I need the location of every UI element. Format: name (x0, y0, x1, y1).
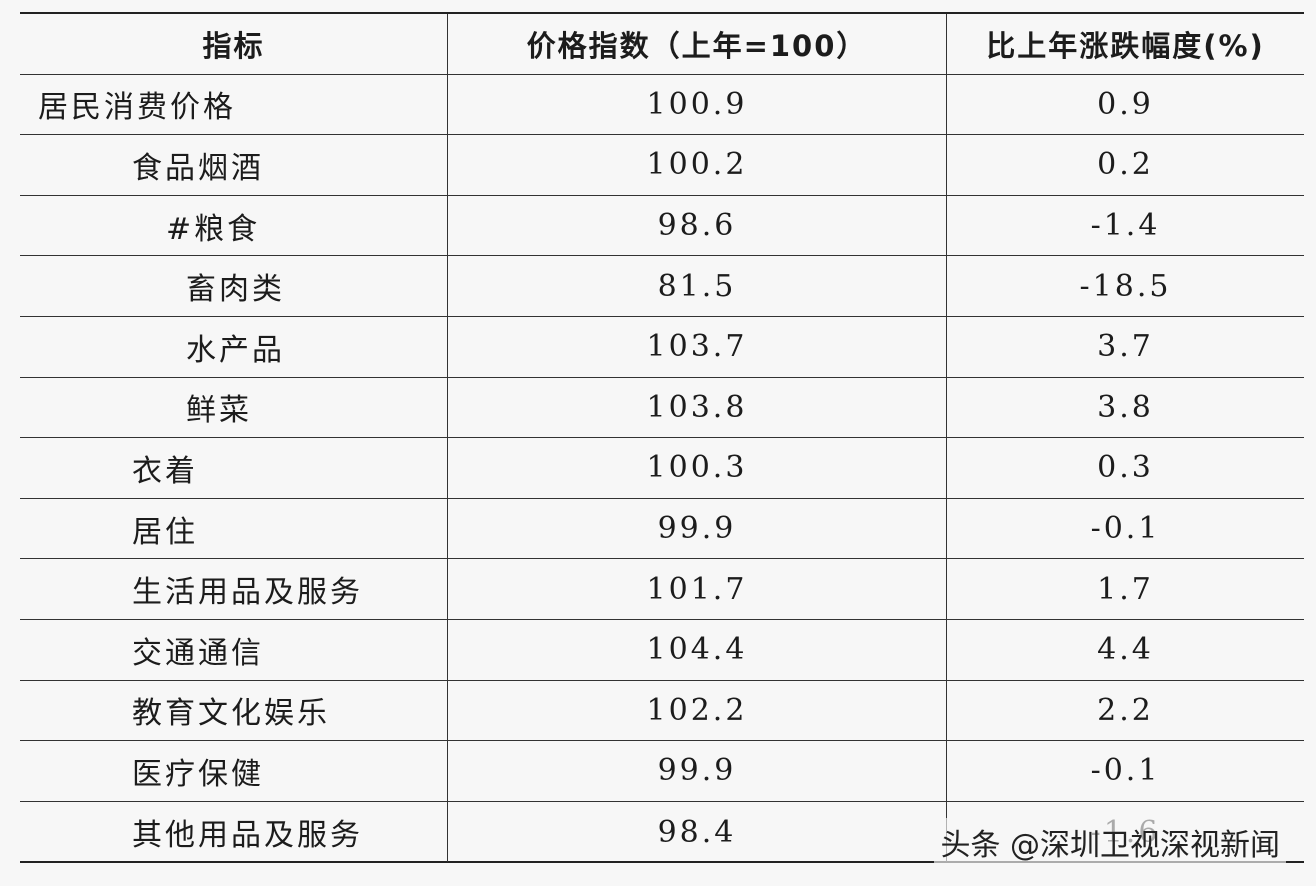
row-index: 100.9 (448, 74, 947, 135)
row-change: 0.3 (1097, 450, 1154, 486)
row-label: 衣着 (20, 438, 448, 498)
table-row: 医疗保健 99.9 -0.1 (20, 741, 1304, 802)
row-change: -0.1 (1090, 753, 1161, 789)
row-change: 2.2 (1097, 692, 1154, 728)
row-change: 1.7 (1097, 571, 1154, 607)
row-index: 99.9 (448, 741, 947, 801)
row-label: 鲜菜 (20, 377, 448, 438)
row-label: 畜肉类 (20, 256, 448, 316)
row-change: 0.2 (1097, 147, 1154, 183)
row-index: 100.3 (448, 438, 947, 498)
row-label: 教育文化娱乐 (20, 680, 448, 741)
row-label: 医疗保健 (20, 741, 448, 801)
table-row: 居住 99.9 -0.1 (20, 498, 1304, 560)
header-price-index: 价格指数（上年=100） (448, 14, 947, 74)
table-row: 畜肉类 81.5 -18.5 (20, 256, 1304, 317)
row-index: 103.7 (448, 316, 947, 377)
row-label: 生活用品及服务 (20, 559, 448, 619)
table-row: 水产品 103.7 3.7 (20, 316, 1304, 378)
row-index: 98.4 (448, 801, 947, 863)
row-label: 其他用品及服务 (20, 801, 448, 863)
table-row: 其他用品及服务 98.4 -1.6 (20, 801, 1304, 863)
table-row: 生活用品及服务 101.7 1.7 (20, 559, 1304, 620)
table-row: 鲜菜 103.8 3.8 (20, 377, 1304, 439)
row-change: 0.9 (1097, 86, 1154, 122)
header-change: 比上年涨跌幅度(%) (986, 28, 1265, 63)
row-change: -18.5 (1079, 268, 1172, 304)
header-indicator: 指标 (20, 14, 448, 74)
row-change: -0.1 (1090, 511, 1161, 547)
row-label: 食品烟酒 (20, 135, 448, 195)
row-index: 101.7 (448, 559, 947, 619)
table-header-row: 指标 价格指数（上年=100） 比上年涨跌幅度(%) (20, 14, 1304, 75)
row-index: 98.6 (448, 195, 947, 256)
row-index: 99.9 (448, 498, 947, 559)
row-label: 水产品 (20, 316, 448, 377)
table-row: 教育文化娱乐 102.2 2.2 (20, 680, 1304, 742)
table-row: 食品烟酒 100.2 0.2 (20, 135, 1304, 196)
row-index: 102.2 (448, 680, 947, 741)
row-index: 81.5 (448, 256, 947, 316)
watermark: 头条 @深圳卫视深视新闻 (934, 818, 1286, 866)
table-row: 交通通信 104.4 4.4 (20, 619, 1304, 681)
table-row: 居民消费价格 100.9 0.9 (20, 74, 1304, 136)
row-index: 100.2 (448, 135, 947, 195)
table-row: 衣着 100.3 0.3 (20, 438, 1304, 499)
row-change: 3.7 (1097, 329, 1154, 365)
table-row: #粮食 98.6 -1.4 (20, 195, 1304, 257)
row-change: 3.8 (1097, 389, 1154, 425)
row-label: 居民消费价格 (20, 74, 448, 135)
row-label: 交通通信 (20, 619, 448, 680)
row-label: #粮食 (20, 195, 448, 256)
row-label: 居住 (20, 498, 448, 559)
row-change: -1.4 (1090, 208, 1161, 244)
row-index: 104.4 (448, 619, 947, 680)
cpi-table: 指标 价格指数（上年=100） 比上年涨跌幅度(%) 居民消费价格 100.9 … (20, 12, 1304, 863)
row-change: 4.4 (1097, 632, 1154, 668)
row-index: 103.8 (448, 377, 947, 438)
